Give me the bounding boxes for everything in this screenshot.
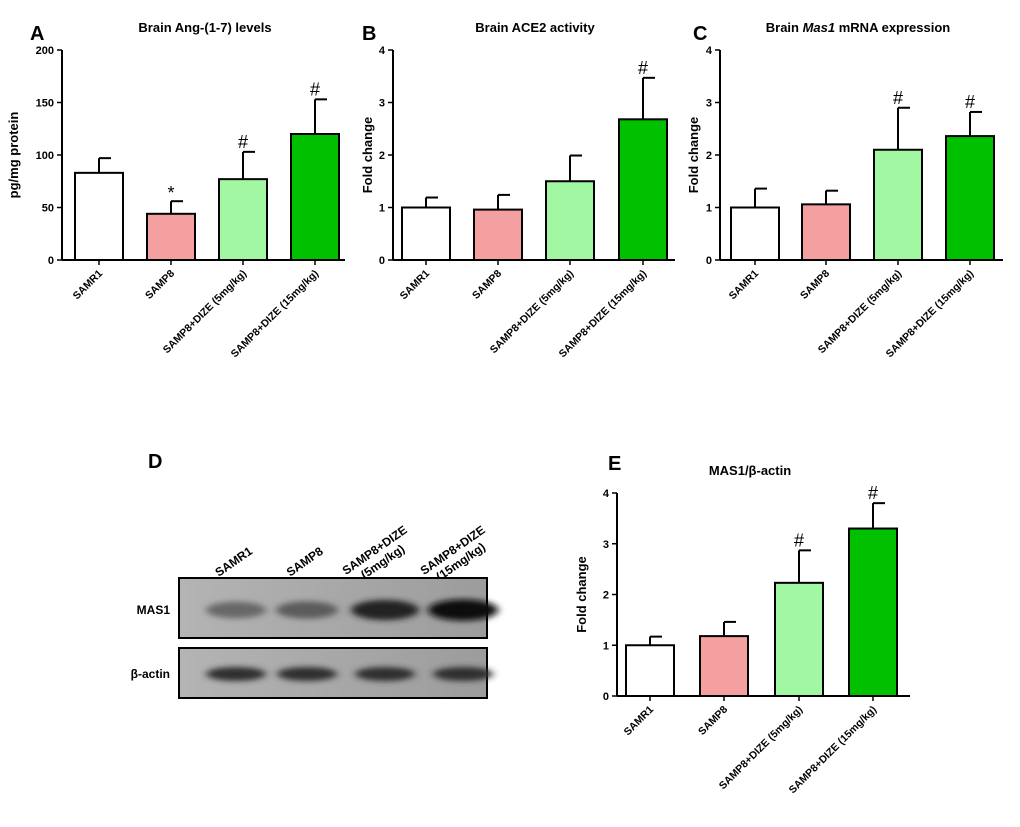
- blot-band: [206, 601, 266, 619]
- y-tick-label: 0: [48, 255, 54, 267]
- x-tick-label: SAMP8+DIZE (15mg/kg): [787, 704, 879, 796]
- bar: [873, 148, 923, 261]
- chart-title-part: Brain: [766, 20, 803, 35]
- y-tick-label: 3: [706, 98, 712, 110]
- y-tick-label: 100: [36, 150, 54, 162]
- bar: [618, 118, 668, 261]
- y-tick-label: 50: [42, 203, 54, 215]
- bar: [848, 527, 898, 698]
- significance-mark: #: [238, 132, 248, 152]
- chart-panel-a: A Brain Ang-(1-7) levels 0 50 100 150 200 pg/mg…: [6, 20, 345, 360]
- y-tick-label: 4: [706, 45, 713, 57]
- significance-mark: #: [868, 483, 878, 503]
- blot-band: [351, 599, 419, 621]
- y-tick-label: 3: [379, 98, 385, 110]
- bar: [730, 206, 780, 261]
- x-tick-label: SAMR1: [71, 268, 106, 303]
- bar: [401, 206, 451, 261]
- chart-title: Brain Mas1 mRNA expression: [766, 20, 951, 35]
- bar: [625, 644, 675, 697]
- y-tick-label: 1: [706, 203, 712, 215]
- y-tick-label: 2: [706, 150, 712, 162]
- bar: [74, 171, 124, 262]
- x-tick-label: SAMP8+DIZE (5mg/kg): [816, 268, 904, 356]
- significance-mark: #: [638, 58, 648, 78]
- y-tick-label: 0: [706, 255, 712, 267]
- y-axis-label: pg/mg protein: [6, 112, 21, 199]
- y-tick-label: 3: [603, 539, 609, 551]
- chart-title: Brain ACE2 activity: [475, 20, 595, 35]
- x-tick-label: SAMP8: [696, 704, 730, 738]
- significance-mark: #: [893, 88, 903, 108]
- bar: [699, 635, 749, 697]
- chart-title-part: Mas1: [803, 20, 836, 35]
- y-tick-label: 0: [379, 255, 385, 267]
- chart-title: MAS1/β-actin: [709, 463, 791, 478]
- blot-row-label: MAS1: [137, 603, 171, 617]
- lane-label-line: SAMR1: [212, 544, 255, 580]
- lane-label: SAMP8: [284, 544, 326, 579]
- blot-band: [428, 599, 498, 621]
- x-tick-label: SAMR1: [622, 704, 657, 739]
- bar: [473, 208, 523, 262]
- blot-band: [276, 601, 338, 619]
- panel-letter: C: [693, 23, 707, 45]
- y-tick-label: 150: [36, 98, 54, 110]
- bar: [945, 135, 995, 262]
- blot-band: [355, 667, 415, 681]
- y-tick-label: 2: [379, 150, 385, 162]
- significance-mark: #: [965, 92, 975, 112]
- significance-mark: #: [794, 530, 804, 550]
- bar: [545, 180, 595, 261]
- significance-mark: *: [167, 183, 174, 203]
- lane-label: SAMR1: [212, 544, 255, 580]
- chart-title-part: mRNA expression: [835, 20, 950, 35]
- blot-band: [433, 667, 493, 681]
- blot-band: [277, 667, 337, 681]
- bar: [774, 581, 824, 698]
- blot-row-label: β-actin: [131, 667, 170, 681]
- x-tick-label: SAMP8: [470, 268, 504, 302]
- y-axis-label: Fold change: [574, 556, 589, 633]
- x-tick-label: SAMR1: [398, 268, 433, 303]
- chart-panel-b: B Brain ACE2 activity 0 1 2 3 4 Fold change SAMR…: [360, 20, 675, 360]
- y-tick-label: 4: [603, 488, 610, 500]
- y-tick-label: 4: [379, 45, 386, 57]
- y-tick-label: 1: [603, 640, 609, 652]
- y-tick-label: 0: [603, 691, 609, 703]
- panel-letter: A: [30, 23, 44, 45]
- lane-label-line: SAMP8: [284, 544, 326, 579]
- bar: [801, 203, 851, 262]
- y-axis-label: Fold change: [686, 117, 701, 194]
- panel-letter: E: [608, 453, 621, 475]
- x-tick-label: SAMP8+DIZE (5mg/kg): [717, 704, 805, 792]
- y-tick-label: 200: [36, 45, 54, 57]
- y-tick-label: 2: [603, 590, 609, 602]
- y-axis-label: Fold change: [360, 117, 375, 194]
- x-tick-label: SAMR1: [727, 268, 762, 303]
- bar: [290, 133, 340, 261]
- panel-letter: D: [148, 451, 162, 473]
- bar: [146, 212, 196, 262]
- bar: [218, 178, 268, 261]
- x-tick-label: SAMP8: [143, 268, 177, 302]
- x-tick-label: SAMP8+DIZE (5mg/kg): [161, 268, 249, 356]
- chart-title: Brain Ang-(1-7) levels: [138, 20, 271, 35]
- chart-panel-c: C Brain Mas1 mRNA expression 0 1 2 3 4 Fold cha…: [686, 20, 1003, 360]
- y-tick-label: 1: [379, 203, 385, 215]
- x-tick-label: SAMP8: [798, 268, 832, 302]
- x-tick-label: SAMP8+DIZE (5mg/kg): [488, 268, 576, 356]
- panel-letter: B: [362, 23, 376, 45]
- blot-band: [206, 667, 266, 681]
- significance-mark: #: [310, 79, 320, 99]
